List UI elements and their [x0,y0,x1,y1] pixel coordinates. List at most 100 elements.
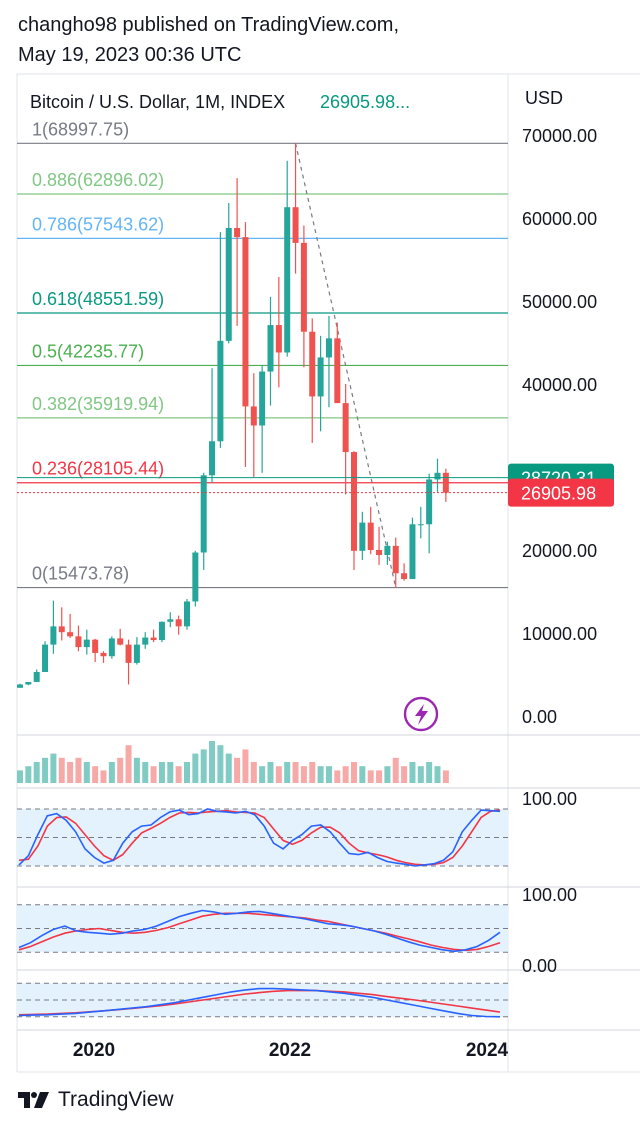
volume-bar [442,770,449,783]
candle-body [184,601,190,627]
candle-body [117,638,124,645]
candle-body [284,207,291,353]
volume-bar [200,749,207,783]
volume-bar [92,766,99,783]
volume-bar [342,766,349,783]
last-price: 26905.98... [320,92,410,112]
candle-body [426,479,433,525]
candle-body [33,672,40,682]
volume-bar [351,762,357,783]
trend-line[interactable] [294,143,397,588]
candle-body [417,524,424,526]
candle-body [359,522,366,551]
candle-body [158,621,165,641]
candle-body [192,552,199,602]
volume-bar [25,766,32,783]
candles [17,143,449,688]
stoch-d-line [18,912,501,952]
volume-bar [225,753,232,783]
candle-body [100,652,107,657]
fib-retracement[interactable]: 1(68997.75) 0.886(62896.02) 0.786(57543.62… [17,119,508,589]
candle-body [234,227,241,238]
symbol-title: Bitcoin / U.S. Dollar, 1M, INDEX [30,92,285,112]
candle-body [434,472,441,480]
oscillator-tick-label: 0.00 [522,956,557,976]
time-tick-label: 2022 [269,1040,311,1061]
volume-bar [150,766,157,783]
volume-bar [158,762,165,783]
candle-body [58,626,65,633]
time-tick-label: 2020 [73,1040,115,1061]
price-tick-label: 60000.00 [522,209,597,229]
volume-bar [42,757,49,783]
publish-date: May 19, 2023 00:36 UTC [18,44,242,66]
footer: TradingView [18,1088,174,1112]
currency-label: USD [525,88,563,108]
candle-body [175,619,182,627]
stoch-k-line [18,909,501,953]
candle-body [401,573,408,580]
candle-body [92,639,99,653]
volume-bar [184,762,190,783]
candle-body [17,684,23,688]
volume-bar [376,770,383,783]
candle-body [242,237,249,407]
volume-bar [125,745,132,783]
candle-body [267,325,274,372]
candle-body [334,338,341,404]
candle-body [67,632,74,637]
price-tick-label: 0.00 [522,707,557,727]
volume-bars [17,741,449,783]
volume-bar [334,770,341,783]
volume-bar [259,766,266,783]
candle-body [150,637,157,641]
volume-bar [108,762,115,783]
stochastic-pane: 100.00 0.00 [17,885,577,976]
stoch-rsi-d-line [18,809,501,866]
fib-level-label: 0.236(28105.44) [32,459,164,479]
volume-bar [100,770,107,783]
oscillator-tick-label: 100.00 [522,885,577,905]
volume-bar [409,762,416,783]
fib-level-label: 0(15473.78) [32,564,129,584]
candle-body [225,227,232,341]
candle-body [275,325,282,353]
candle-body [367,522,374,550]
osc3-blue-line [18,987,501,1018]
fib-level-label: 0.382(35919.94) [32,394,164,414]
volume-bar [209,741,216,783]
candle-body [292,207,299,243]
price-tag-label: 26905.98 [521,484,596,504]
volume-bar [242,749,249,783]
volume-bar [167,762,174,783]
volume-bar [17,770,23,783]
volume-bar [275,766,282,783]
price-tick-label: 20000.00 [522,541,597,561]
volume-bar [426,762,433,783]
volume-bar [267,762,274,783]
candle-body [392,545,399,574]
price-tick-label: 50000.00 [522,292,597,312]
candle-body [317,357,324,397]
candle-body [384,545,391,555]
time-axis[interactable]: 2020 2022 2024 [73,1040,509,1061]
volume-bar [192,753,199,783]
volume-bar [284,762,291,783]
candle-body [125,644,132,663]
candle-body [133,644,140,663]
flash-icon[interactable] [403,696,439,732]
price-axis[interactable]: 70000.00 60000.00 50000.00 40000.00 20000.00… [522,126,597,727]
volume-bar [175,766,182,783]
volume-bar [434,766,441,783]
fib-level-label: 0.886(62896.02) [32,170,164,190]
volume-bar [67,762,74,783]
time-tick-label: 2024 [466,1040,509,1061]
price-tag-box [508,478,614,507]
candle-body [300,242,307,332]
candle-body [376,550,383,555]
volume-bar [417,766,424,783]
candle-body [75,636,82,648]
volume-bar [309,762,316,783]
candle-body [167,619,174,622]
